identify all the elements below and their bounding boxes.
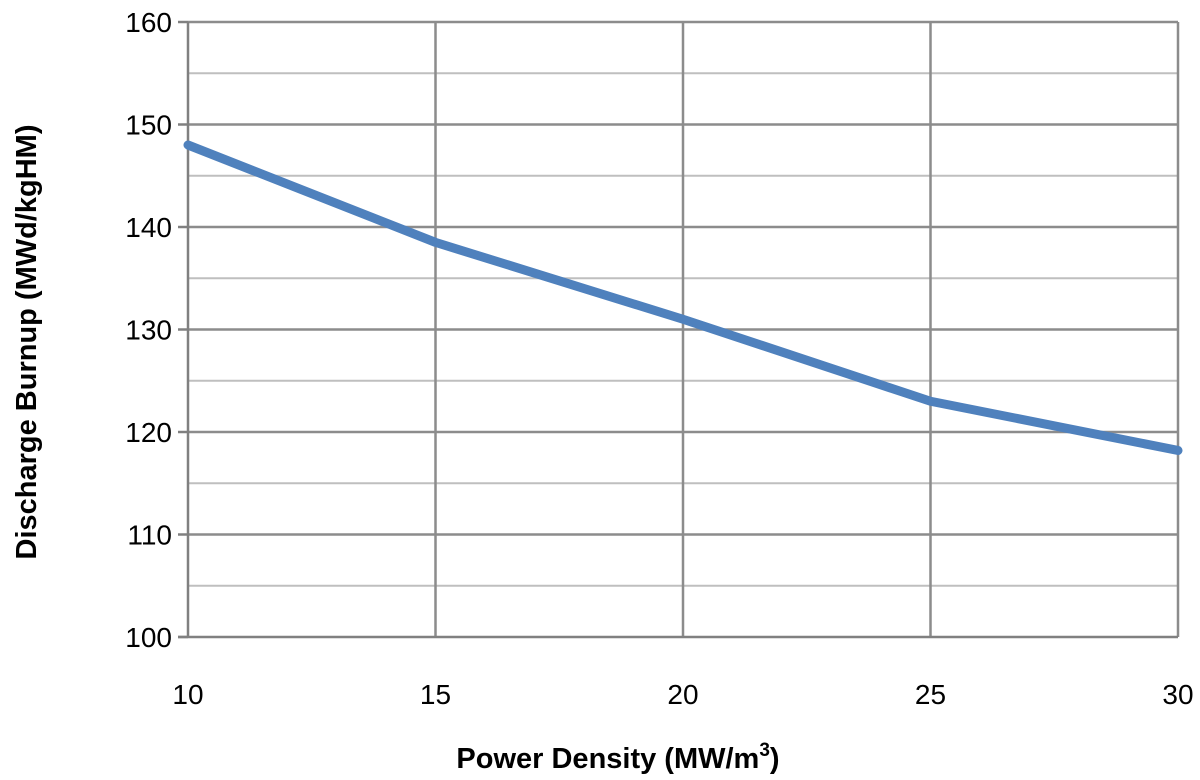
y-tick-label: 140 (125, 212, 172, 243)
y-tick-label: 120 (125, 417, 172, 448)
x-axis-title-text: Power Density (MW/m (456, 743, 759, 775)
y-tick-label: 100 (125, 622, 172, 653)
x-axis-title-superscript: 3 (759, 740, 770, 761)
x-axis-title: Power Density (MW/m3) (456, 740, 779, 775)
grid (188, 20, 1180, 637)
y-axis-title: Discharge Burnup (MWd/kgHM) (11, 125, 43, 560)
x-tick-label: 20 (667, 679, 698, 710)
y-tick-label: 130 (125, 315, 172, 346)
x-tick-label: 30 (1162, 679, 1193, 710)
series-line (183, 140, 1183, 455)
x-tick-label: 10 (172, 679, 203, 710)
y-tick-label: 110 (127, 520, 172, 551)
tick-labels: 100 110 120 130 140 150 160 10 15 20 25 30 (125, 7, 1193, 710)
x-tick-label: 15 (420, 679, 451, 710)
axes (178, 20, 1178, 639)
y-tick-label: 150 (125, 110, 172, 141)
y-tick-label: 160 (125, 7, 172, 38)
series (183, 140, 1183, 455)
x-tick-label: 25 (915, 679, 946, 710)
x-axis-title-suffix: ) (770, 743, 780, 775)
